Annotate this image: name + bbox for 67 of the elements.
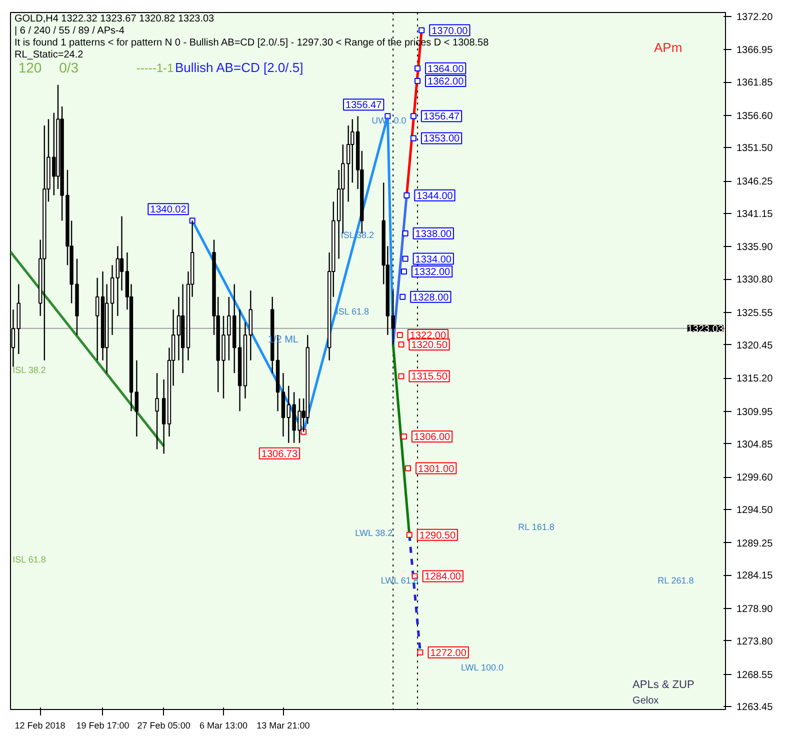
- y-tick-label: 1351.50: [736, 143, 774, 154]
- chart-title: GOLD,H4 1322.32 1323.67 1320.82 1323.03: [14, 14, 215, 24]
- annotation: -----1-1: [136, 61, 174, 76]
- y-tick-label: 1325.55: [736, 308, 774, 319]
- data-label: 1364.00: [428, 64, 464, 75]
- annotation: APm: [654, 40, 682, 55]
- y-tick-label: 1263.45: [736, 702, 774, 714]
- data-label: 1322.00: [410, 330, 446, 342]
- data-label: 1320.50: [411, 340, 448, 351]
- x-tick-label: 27 Feb 05:00: [137, 720, 190, 730]
- y-tick-label: 1299.60: [736, 472, 774, 484]
- data-label: 1284.00: [424, 572, 462, 583]
- annotation: LWL 100.0: [460, 662, 504, 673]
- y-tick-label: 1330.80: [736, 274, 774, 286]
- annotation: Gelox: [632, 696, 659, 707]
- annotation: APLs & ZUP: [632, 679, 694, 692]
- y-tick-label: 1289.25: [736, 538, 774, 550]
- data-label: 1272.00: [430, 648, 467, 659]
- y-tick-label: 1268.55: [736, 670, 774, 681]
- annotation: RL 261.8: [658, 576, 694, 586]
- annotation: ISL 61.8: [336, 306, 370, 317]
- data-label: 1340.02: [150, 204, 187, 216]
- y-tick-label: 1278.90: [736, 604, 774, 616]
- y-tick-label: 1309.95: [736, 406, 774, 418]
- annotation: RL_Static=24.2: [14, 50, 84, 60]
- data-label: 1301.00: [418, 464, 455, 475]
- y-tick-label: 1294.50: [736, 505, 774, 516]
- data-label: 1362.00: [428, 76, 464, 88]
- y-tick-label: 1320.45: [736, 340, 774, 352]
- data-label: 1356.47: [346, 100, 382, 112]
- annotation: LWL 38.2: [355, 528, 393, 538]
- data-label: 1328.00: [412, 292, 450, 304]
- annotation: 120: [18, 60, 42, 76]
- data-label: 1315.50: [411, 372, 448, 383]
- data-label: 1370.00: [432, 26, 468, 37]
- data-label: 1306.73: [261, 448, 298, 460]
- annotation: ISL 38.2: [340, 230, 374, 240]
- text: | 6 / 240 / 55 / 89 / APs-4: [14, 26, 125, 36]
- annotation: ISL 61.8: [12, 554, 46, 565]
- annotation: Bullish AB=CD [2.0/.5]: [174, 60, 304, 76]
- data-label: 1353.00: [423, 134, 460, 145]
- annotation: LWL 61.8: [380, 576, 418, 586]
- data-label: 1306.00: [414, 432, 451, 444]
- y-tick-label: 1346.25: [736, 176, 774, 188]
- y-tick-label: 1341.15: [736, 208, 774, 220]
- data-label: 1338.00: [415, 228, 452, 240]
- annotation: RL 161.8: [518, 522, 554, 532]
- y-tick-label: 1335.90: [736, 242, 774, 254]
- y-tick-label: 1366.95: [736, 45, 774, 56]
- data-label: 1334.00: [415, 254, 452, 266]
- y-tick-label: 1361.85: [736, 78, 774, 89]
- y-tick-label: 1284.15: [736, 570, 774, 582]
- data-label: 1356.47: [423, 112, 460, 123]
- y-tick-label: 1315.20: [736, 374, 774, 385]
- data-label: 1344.00: [416, 190, 454, 202]
- y-tick-label: 1356.60: [736, 110, 774, 122]
- data-label: 1290.50: [419, 530, 456, 542]
- y-tick-label: 1304.85: [736, 439, 774, 450]
- x-tick-label: 19 Feb 17:00: [76, 720, 130, 730]
- y-tick-label: 1372.20: [736, 12, 774, 23]
- annotation: 0/3: [59, 60, 79, 76]
- x-tick-label: 13 Mar 21:00: [256, 720, 310, 730]
- x-tick-label: 12 Feb 2018: [14, 720, 66, 730]
- annotation: ISL 38.2: [12, 365, 46, 376]
- data-label: 1332.00: [414, 266, 451, 278]
- x-tick-label: 6 Mar 13:00: [199, 720, 248, 730]
- y-tick-label: 1273.80: [736, 636, 774, 648]
